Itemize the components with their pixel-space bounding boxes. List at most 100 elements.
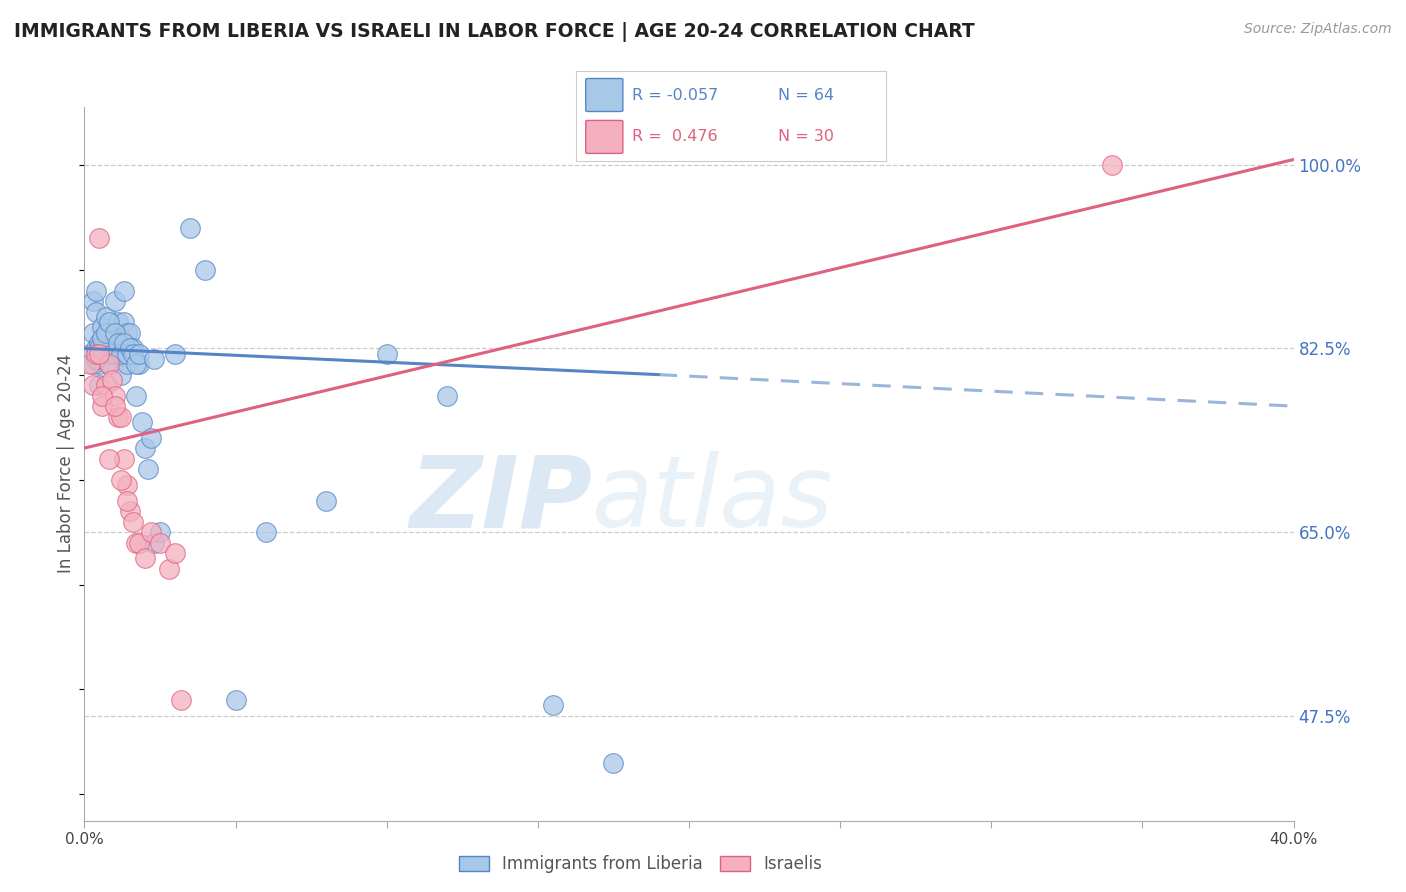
Point (104, 389, 127, 403)
Point (94, 378, 117, 392)
Point (100, 346, 122, 360)
Point (89, 342, 111, 356)
Point (115, 357, 138, 371)
Point (107, 346, 129, 360)
Point (91, 399, 114, 413)
Point (142, 351, 165, 366)
Text: R =  0.476: R = 0.476 (633, 129, 717, 144)
Point (602, 756, 624, 770)
Point (112, 284, 135, 298)
Point (89, 378, 111, 392)
Point (121, 346, 143, 360)
Point (134, 441, 156, 455)
Point (94, 310, 117, 324)
Point (91, 320, 114, 334)
Point (128, 357, 150, 371)
Text: Source: ZipAtlas.com: Source: ZipAtlas.com (1244, 22, 1392, 37)
Point (254, 524, 277, 539)
Point (82, 326, 104, 340)
Point (82, 357, 104, 371)
Point (115, 326, 138, 340)
Point (110, 409, 132, 424)
Point (125, 357, 148, 371)
Y-axis label: In Labor Force | Age 20-24: In Labor Force | Age 20-24 (56, 354, 75, 574)
Point (82, 294, 104, 309)
Point (541, 698, 564, 713)
Point (436, 389, 458, 403)
Point (112, 315, 135, 329)
Point (125, 389, 148, 403)
Point (165, 346, 187, 360)
Point (225, 693, 247, 707)
Point (118, 326, 141, 340)
Point (97, 451, 120, 466)
Point (139, 524, 162, 539)
Point (89, 336, 111, 351)
Point (104, 326, 127, 340)
Point (136, 462, 159, 476)
Point (82, 378, 104, 392)
Point (91, 389, 114, 403)
Point (134, 551, 156, 566)
Point (94, 326, 117, 340)
Point (107, 409, 129, 424)
Point (194, 262, 217, 277)
Point (125, 535, 148, 549)
Point (112, 451, 135, 466)
Point (128, 346, 150, 360)
Point (110, 473, 132, 487)
Point (149, 524, 172, 539)
Point (89, 346, 111, 360)
Point (157, 562, 180, 576)
Point (149, 535, 172, 549)
Point (128, 535, 150, 549)
Point (375, 346, 398, 360)
Text: R = -0.057: R = -0.057 (633, 88, 718, 103)
Point (121, 342, 143, 356)
Point (104, 294, 127, 309)
Point (100, 346, 122, 360)
Point (91, 331, 114, 345)
Point (86, 351, 108, 366)
Point (115, 493, 138, 508)
Point (142, 535, 165, 549)
Point (115, 346, 138, 360)
Point (97, 357, 120, 371)
Point (86, 342, 108, 356)
Point (97, 326, 120, 340)
Point (107, 336, 129, 351)
Point (79, 357, 101, 371)
Text: ZIP: ZIP (409, 451, 592, 548)
Point (97, 315, 120, 329)
Point (121, 515, 143, 529)
Point (104, 399, 127, 413)
Text: N = 30: N = 30 (778, 129, 834, 144)
Point (94, 331, 117, 345)
Point (104, 326, 127, 340)
Point (112, 336, 135, 351)
Point (131, 415, 153, 429)
Text: IMMIGRANTS FROM LIBERIA VS ISRAELI IN LABOR FORCE | AGE 20-24 CORRELATION CHART: IMMIGRANTS FROM LIBERIA VS ISRAELI IN LA… (14, 22, 974, 42)
Text: atlas: atlas (592, 451, 834, 548)
Point (79, 346, 101, 360)
Point (315, 493, 337, 508)
Point (86, 346, 108, 360)
Point (89, 231, 111, 245)
Point (100, 336, 122, 351)
Point (118, 504, 141, 518)
Point (118, 342, 141, 356)
Point (110, 346, 132, 360)
Point (1101, 158, 1123, 172)
FancyBboxPatch shape (586, 78, 623, 112)
Point (179, 220, 201, 235)
Point (115, 478, 138, 492)
Point (110, 368, 132, 382)
Point (170, 693, 193, 707)
Point (97, 357, 120, 371)
Point (89, 357, 111, 371)
Point (100, 373, 122, 387)
Point (139, 431, 162, 445)
Legend: Immigrants from Liberia, Israelis: Immigrants from Liberia, Israelis (453, 849, 828, 880)
Point (91, 342, 114, 356)
Point (107, 315, 129, 329)
